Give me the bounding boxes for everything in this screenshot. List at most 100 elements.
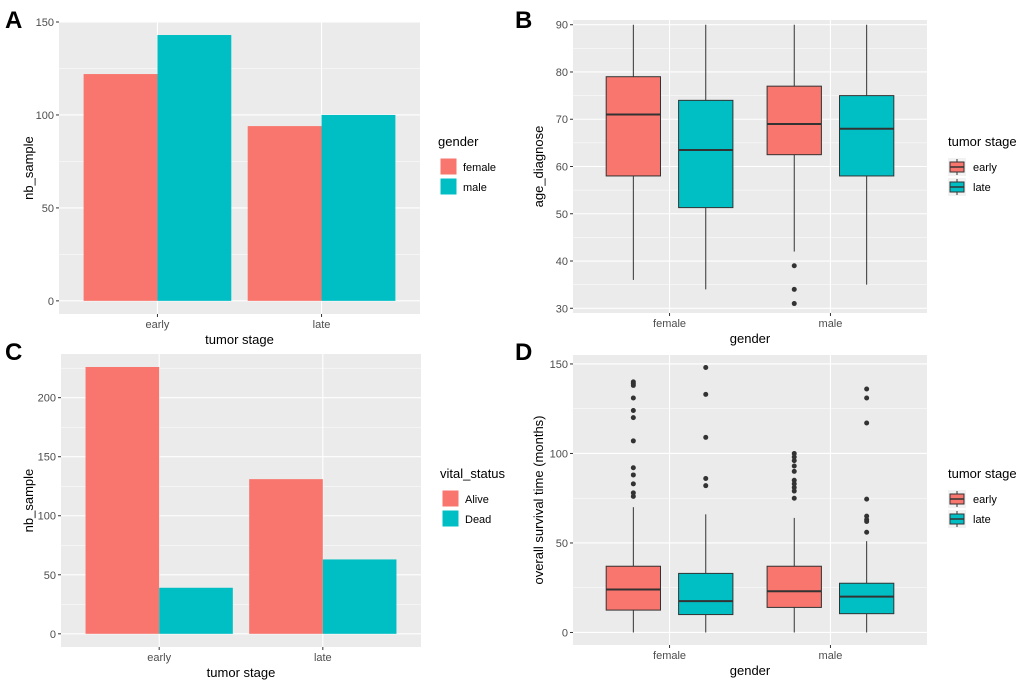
box-iqr (766, 565, 822, 608)
legend-label: late (973, 182, 991, 194)
box-early-male (766, 450, 822, 633)
legend: tumor stage early late (948, 466, 1017, 528)
bar-Alive-late (249, 479, 323, 634)
outlier-point (630, 472, 636, 478)
legend-label: Alive (465, 494, 489, 506)
outlier-point (791, 481, 797, 487)
y-tick-label: 0 (50, 629, 56, 641)
outlier-point (703, 434, 709, 440)
y-tick-label: 40 (556, 256, 568, 268)
outlier-point (791, 495, 797, 501)
legend-title: gender (438, 134, 479, 149)
box-late-male (839, 386, 895, 633)
bar-female-early (83, 74, 158, 301)
legend-label: late (973, 514, 991, 526)
y-tick-label: 200 (38, 393, 56, 405)
y-tick-label: 50 (44, 570, 56, 582)
x-tick-label: early (146, 319, 170, 331)
legend-key-male (439, 177, 458, 196)
y-axis-title: nb_sample (21, 469, 36, 533)
y-tick-label: 50 (556, 209, 568, 221)
bar-Alive-early (85, 366, 160, 634)
y-tick-label: 150 (550, 359, 568, 371)
box-iqr (605, 565, 661, 611)
outlier-point (630, 438, 636, 444)
outlier-point (791, 468, 797, 474)
outlier-point (791, 454, 797, 460)
outlier-point (630, 490, 636, 496)
x-tick-label: late (314, 652, 332, 664)
outlier-point (791, 458, 797, 464)
box-iqr (839, 95, 895, 177)
outlier-point (791, 450, 797, 456)
x-tick-label: female (653, 650, 686, 662)
legend-label: early (973, 162, 997, 174)
bar-female-late (247, 126, 322, 301)
legend: gender female male (438, 134, 496, 196)
panel-C: C 0 50 100 150 200 early late tumor stage nb_samp… (5, 339, 506, 680)
y-tick-label: 50 (556, 538, 568, 550)
box-iqr (605, 76, 661, 177)
outlier-point (791, 263, 797, 269)
legend-label: early (973, 494, 997, 506)
box-late-male (839, 24, 895, 285)
bar-male-early (157, 35, 232, 301)
outlier-point (703, 476, 709, 482)
y-tick-label: 70 (556, 114, 568, 126)
panel-label: C (5, 339, 22, 366)
outlier-point (791, 488, 797, 494)
outlier-point (864, 386, 870, 392)
y-tick-label: 90 (556, 20, 568, 32)
outlier-point (630, 465, 636, 471)
bar-Dead-late (322, 559, 397, 634)
legend-title: vital_status (440, 466, 506, 481)
legend-title: tumor stage (948, 134, 1017, 149)
outlier-point (791, 301, 797, 307)
legend: vital_status Alive Dead (440, 466, 506, 528)
box-iqr (839, 582, 895, 615)
y-tick-label: 50 (42, 203, 54, 215)
outlier-point (864, 395, 870, 401)
outlier-point (864, 420, 870, 426)
legend-label: female (463, 162, 496, 174)
outlier-point (630, 493, 636, 499)
y-tick-label: 150 (36, 17, 54, 29)
outlier-point (864, 518, 870, 524)
legend-key-Dead (441, 509, 460, 528)
box-early-male (766, 24, 822, 307)
outlier-point (864, 496, 870, 502)
outlier-point (703, 365, 709, 371)
x-tick-label: late (313, 319, 331, 331)
box-early-female (605, 24, 661, 280)
box-late-female (678, 24, 734, 290)
x-axis-title: gender (730, 331, 771, 346)
y-tick-label: 100 (36, 110, 54, 122)
y-tick-label: 30 (556, 303, 568, 315)
outlier-point (630, 415, 636, 421)
panel-D: D 0 50 100 150 female male gender overall surviv… (515, 339, 1017, 678)
legend-title: tumor stage (948, 466, 1017, 481)
x-axis-title: tumor stage (207, 665, 276, 680)
y-axis-title: overall survival time (months) (531, 415, 546, 584)
legend-key-Alive (441, 489, 460, 508)
legend-key-female (439, 157, 458, 176)
legend: tumor stage early late (948, 134, 1017, 196)
outlier-point (791, 484, 797, 490)
y-axis-title: age_diagnose (531, 126, 546, 208)
y-tick-label: 80 (556, 67, 568, 79)
outlier-point (630, 481, 636, 487)
x-axis-title: tumor stage (205, 332, 274, 347)
outlier-point (791, 477, 797, 483)
panel-label: D (515, 339, 532, 366)
panel-A: A 0 50 100 150 early late tumor stage nb_sample g… (5, 7, 496, 347)
y-tick-label: 150 (38, 452, 56, 464)
outlier-point (864, 529, 870, 535)
x-tick-label: male (819, 650, 843, 662)
panel-B: B 30 40 50 60 70 80 90 female male gender age_diagn… (515, 7, 1017, 346)
outlier-point (791, 463, 797, 469)
bar-male-late (321, 114, 396, 301)
box-early-female (605, 379, 661, 633)
outlier-point (703, 483, 709, 489)
outlier-point (630, 395, 636, 401)
